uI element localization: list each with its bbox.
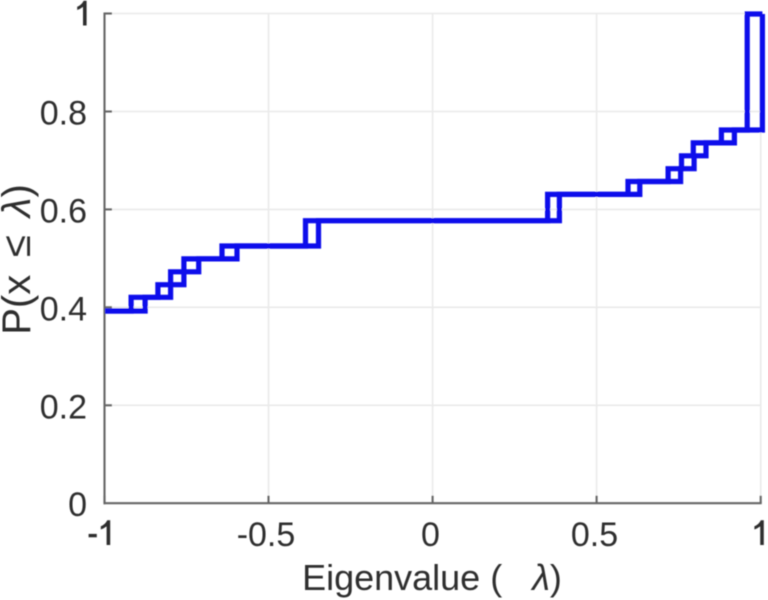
svg-text:0.8: 0.8 (40, 95, 87, 133)
svg-text:0: 0 (421, 516, 440, 554)
svg-text:0.2: 0.2 (40, 388, 87, 426)
svg-text:0.6: 0.6 (40, 192, 87, 230)
svg-text:0: 0 (68, 486, 87, 524)
svg-text:P(x ≤ λ): P(x ≤ λ) (0, 184, 39, 335)
svg-text:Eigenvalue ( λ): Eigenvalue ( λ) (302, 557, 562, 598)
svg-text:0.5: 0.5 (571, 516, 618, 554)
svg-text:-0.5: -0.5 (237, 516, 296, 554)
svg-text:0.4: 0.4 (40, 290, 87, 328)
